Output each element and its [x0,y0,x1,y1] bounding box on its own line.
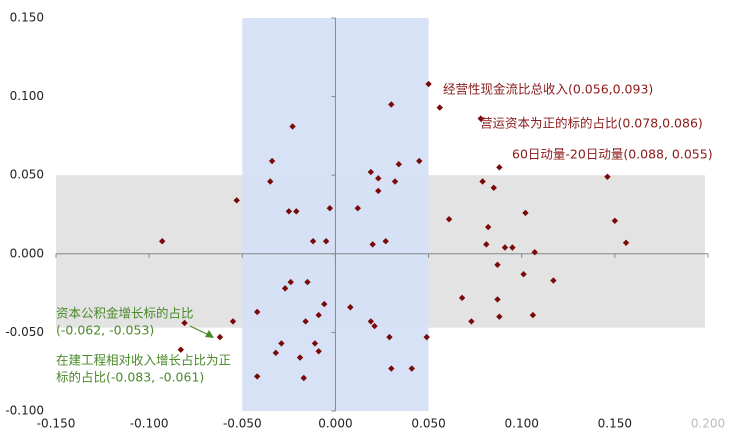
y-tick-label: 0.100 [10,89,44,103]
point [395,160,402,168]
point [458,294,466,302]
y-tick-label: -0.100 [5,404,44,418]
annotation: 经营性现金流比总收入(0.056,0.093) [443,82,653,97]
point [388,101,395,108]
point [311,340,319,347]
point [445,216,453,223]
point [253,373,261,380]
point [382,238,389,245]
point [289,123,296,130]
point [371,322,378,330]
point [611,217,619,224]
point [315,311,322,319]
point [416,157,423,165]
point [233,197,240,204]
point [622,239,630,246]
point [496,313,503,320]
y-tick-label: 0.050 [10,168,44,182]
point [181,319,188,327]
point [604,173,611,180]
point [483,241,490,248]
point [326,205,334,212]
point [369,241,376,248]
annotation: 在建工程相对收入增长占比为正 [56,353,231,368]
annotation: 标的占比(-0.083, -0.061) [56,370,204,385]
point [550,277,557,284]
point [304,278,311,286]
point [293,208,300,215]
point [423,333,430,341]
point [496,164,503,171]
y-tick-label: 0.000 [10,246,44,260]
point [281,285,289,292]
point [501,244,509,251]
point [386,333,393,341]
point [425,80,432,88]
x-tick-label: -0.100 [130,417,169,431]
point [309,238,317,245]
point [529,311,537,319]
point [468,318,475,325]
x-tick-label: 0.150 [598,417,632,431]
annotation: 60日动量-20日动量(0.088, 0.055) [512,147,713,162]
annotation: (-0.062, -0.053) [56,323,154,338]
point [268,157,276,165]
point [354,205,361,212]
point [522,209,529,217]
point [347,304,354,311]
point [272,349,280,357]
point [388,365,395,372]
x-tick-label: -0.150 [37,417,76,431]
point [367,168,375,176]
x-tick-label: 0.200 [691,417,725,431]
point [285,208,293,215]
point [287,278,294,286]
x-tick-label: -0.050 [223,417,262,431]
point [300,374,307,382]
point [494,261,501,269]
annotation: 资本公积金增长标的占比 [56,306,194,321]
point [375,175,382,182]
x-tick-label: 0.000 [318,417,352,431]
point [436,104,443,111]
point [322,238,330,245]
point [477,115,484,122]
x-tick-label: 0.100 [505,417,539,431]
x-tick-label: 0.050 [411,417,445,431]
point [509,244,516,251]
point [490,184,497,191]
annotation: 营运资本为正的标的占比(0.078,0.086) [480,116,703,131]
point [391,178,399,185]
point [158,238,166,245]
point [216,333,224,341]
point [267,178,274,185]
point [177,346,185,353]
annotation-arrowhead [205,330,214,338]
point [296,354,304,361]
y-tick-label: 0.150 [10,11,44,25]
point [479,178,486,185]
point [375,187,382,195]
point [302,318,309,325]
point [229,318,237,325]
point [367,318,375,325]
point [408,365,416,372]
point [484,223,492,231]
point [321,300,328,308]
point [531,249,538,256]
point [315,348,322,355]
point [278,340,285,347]
point [494,296,501,303]
point [520,271,527,278]
point [253,308,261,316]
y-tick-label: -0.050 [5,325,44,339]
